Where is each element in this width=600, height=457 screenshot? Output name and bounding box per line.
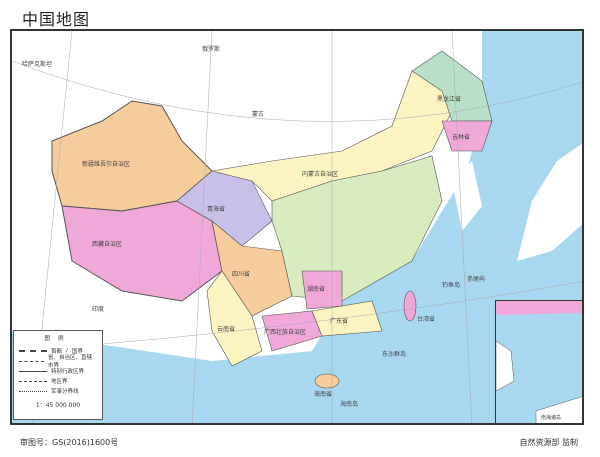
label-country: 哈萨克斯坦: [22, 60, 52, 68]
label-province: 西藏自治区: [92, 240, 122, 248]
legend-title: 图例: [44, 336, 72, 342]
province-jilin: [441, 120, 493, 152]
label-province: 云南省: [217, 325, 235, 333]
legend-item: 省、自治区、直辖市界: [19, 355, 97, 369]
label-province: 广西壮族自治区: [264, 328, 306, 336]
label-province: 四川省: [232, 270, 250, 278]
label-province: 海南省: [314, 390, 332, 398]
island-taiwan: [403, 290, 417, 322]
province-guangdong: [311, 300, 383, 337]
approval-number: 审图号：GS(2016)1600号: [20, 438, 119, 447]
label-province: 台湾省: [417, 315, 435, 323]
map-legend: 图例 首都 / 国界 省、自治区、直辖市界 特别行政区界 地区界 军事分界线 1：4…: [13, 330, 103, 420]
label-island: 钓鱼岛: [442, 281, 460, 289]
label-province: 广东省: [330, 317, 348, 325]
map-title: 中国地图: [22, 10, 91, 29]
label-province: 黑龙江省: [437, 95, 461, 103]
province-yunnan: [206, 270, 263, 367]
japan-land: [517, 143, 582, 261]
label-province: 内蒙古自治区: [302, 170, 338, 178]
inset-map: 南海诸岛: [496, 301, 582, 423]
inset-title: 南海诸岛: [541, 414, 561, 421]
map-scale: 1：45 000 000: [35, 402, 81, 409]
legend-item: 地区界: [19, 376, 97, 386]
label-island: 东沙群岛: [382, 350, 406, 358]
china-map: 俄罗斯 蒙古 哈萨克斯坦 印度 新疆维吾尔自治区 西藏自治区 青海省 四川省 内…: [12, 31, 582, 423]
label-province: 湖南省: [307, 285, 325, 293]
label-province: 新疆维吾尔自治区: [82, 160, 130, 168]
label-country: 俄罗斯: [202, 45, 220, 53]
label-country: 蒙古: [252, 110, 264, 118]
south-china-sea-inset: 南海诸岛: [495, 300, 583, 424]
map-frame: 俄罗斯 蒙古 哈萨克斯坦 印度 新疆维吾尔自治区 西藏自治区 青海省 四川省 内…: [10, 29, 584, 425]
island-hainan: [314, 373, 340, 389]
label-province: 青海省: [207, 205, 225, 213]
legend-item: 特别行政区界: [19, 366, 97, 376]
legend-item: 首都 / 国界: [19, 346, 97, 356]
publisher: 自然资源部 监制: [519, 438, 578, 447]
label-province: 吉林省: [452, 133, 470, 141]
label-country: 印度: [92, 305, 104, 313]
legend-item: 军事分界线: [19, 386, 97, 396]
sea-area: [12, 31, 582, 423]
label-island: 海南岛: [340, 400, 358, 408]
province-central: [271, 155, 443, 302]
label-island: 赤尾屿: [467, 275, 485, 283]
